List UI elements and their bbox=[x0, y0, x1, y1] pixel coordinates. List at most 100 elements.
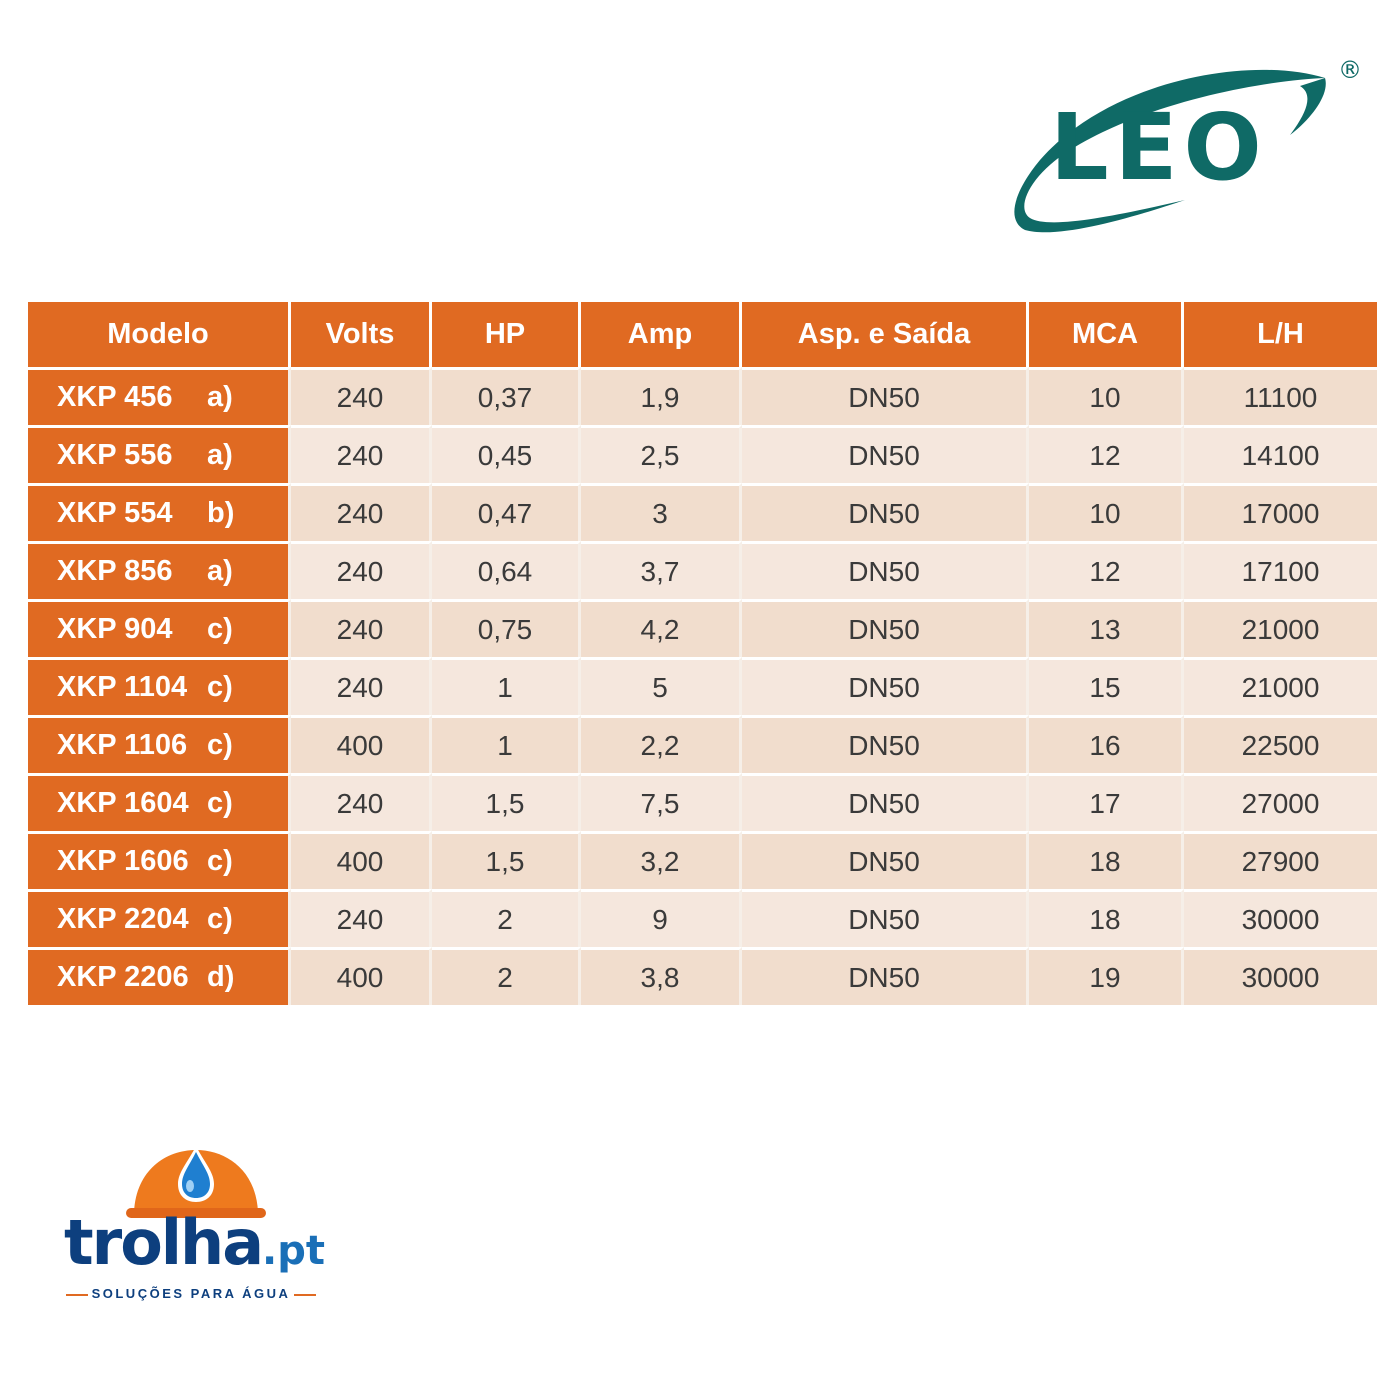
leo-swoosh-icon bbox=[1014, 69, 1326, 233]
header-lh: L/H bbox=[1184, 302, 1377, 367]
table-header-row: Modelo Volts HP Amp Asp. e Saída MCA L/H bbox=[28, 302, 1377, 367]
amp-cell: 2,5 bbox=[581, 425, 742, 483]
model-cell: XKP 1604 c) bbox=[28, 773, 291, 831]
volts-cell: 240 bbox=[291, 889, 432, 947]
model-name: XKP 1606 bbox=[57, 845, 189, 877]
table-row: XKP 1604 c) 240 1,5 7,5 DN50 17 27000 bbox=[28, 773, 1377, 831]
port-cell: DN50 bbox=[742, 889, 1029, 947]
mca-cell: 19 bbox=[1029, 947, 1184, 1005]
hp-cell: 0,64 bbox=[432, 541, 581, 599]
port-cell: DN50 bbox=[742, 483, 1029, 541]
hp-cell: 1 bbox=[432, 715, 581, 773]
port-cell: DN50 bbox=[742, 425, 1029, 483]
spec-table: Modelo Volts HP Amp Asp. e Saída MCA L/H… bbox=[28, 302, 1377, 1005]
model-variant: a) bbox=[207, 555, 233, 587]
hp-cell: 0,47 bbox=[432, 483, 581, 541]
model-name: XKP 1604 bbox=[57, 787, 189, 819]
lh-cell: 30000 bbox=[1184, 947, 1377, 1005]
hp-cell: 1 bbox=[432, 657, 581, 715]
table-row: XKP 856 a) 240 0,64 3,7 DN50 12 17100 bbox=[28, 541, 1377, 599]
hp-cell: 1,5 bbox=[432, 773, 581, 831]
table-row: XKP 554 b) 240 0,47 3 DN50 10 17000 bbox=[28, 483, 1377, 541]
volts-cell: 240 bbox=[291, 599, 432, 657]
model-cell: XKP 456 a) bbox=[28, 367, 291, 425]
trolha-logo: trolha.pt SOLUÇÕES PARA ÁGUA bbox=[60, 1140, 340, 1310]
registered-mark: ® bbox=[1338, 56, 1362, 84]
port-cell: DN50 bbox=[742, 599, 1029, 657]
volts-cell: 240 bbox=[291, 541, 432, 599]
trolha-domain: .pt bbox=[262, 1228, 325, 1274]
amp-cell: 2,2 bbox=[581, 715, 742, 773]
model-variant: c) bbox=[207, 613, 233, 645]
mca-cell: 13 bbox=[1029, 599, 1184, 657]
hp-cell: 0,75 bbox=[432, 599, 581, 657]
lh-cell: 22500 bbox=[1184, 715, 1377, 773]
tagline-text: SOLUÇÕES PARA ÁGUA bbox=[91, 1286, 291, 1301]
lh-cell: 17000 bbox=[1184, 483, 1377, 541]
model-variant: a) bbox=[207, 381, 233, 413]
amp-cell: 3,7 bbox=[581, 541, 742, 599]
model-cell: XKP 1606 c) bbox=[28, 831, 291, 889]
volts-cell: 240 bbox=[291, 483, 432, 541]
tagline-rule-right bbox=[294, 1293, 317, 1296]
mca-cell: 10 bbox=[1029, 483, 1184, 541]
port-cell: DN50 bbox=[742, 541, 1029, 599]
header-modelo: Modelo bbox=[28, 302, 291, 367]
model-cell: XKP 856 a) bbox=[28, 541, 291, 599]
model-name: XKP 1106 bbox=[57, 729, 188, 761]
mca-cell: 17 bbox=[1029, 773, 1184, 831]
lh-cell: 30000 bbox=[1184, 889, 1377, 947]
model-name: XKP 1104 bbox=[57, 671, 188, 703]
port-cell: DN50 bbox=[742, 715, 1029, 773]
port-cell: DN50 bbox=[742, 947, 1029, 1005]
model-name: XKP 456 bbox=[57, 381, 173, 413]
model-variant: c) bbox=[207, 787, 233, 819]
hp-cell: 1,5 bbox=[432, 831, 581, 889]
model-variant: c) bbox=[207, 903, 233, 935]
trolha-tagline: SOLUÇÕES PARA ÁGUA bbox=[60, 1286, 322, 1301]
mca-cell: 10 bbox=[1029, 367, 1184, 425]
table-row: XKP 2206 d) 400 2 3,8 DN50 19 30000 bbox=[28, 947, 1377, 1005]
lh-cell: 11100 bbox=[1184, 367, 1377, 425]
model-variant: c) bbox=[207, 845, 233, 877]
model-variant: b) bbox=[207, 497, 235, 529]
lh-cell: 21000 bbox=[1184, 657, 1377, 715]
hp-cell: 2 bbox=[432, 889, 581, 947]
mca-cell: 12 bbox=[1029, 541, 1184, 599]
model-name: XKP 2204 bbox=[57, 903, 189, 935]
model-name: XKP 554 bbox=[57, 497, 173, 529]
hp-cell: 2 bbox=[432, 947, 581, 1005]
amp-cell: 9 bbox=[581, 889, 742, 947]
model-name: XKP 556 bbox=[57, 439, 173, 471]
lh-cell: 17100 bbox=[1184, 541, 1377, 599]
leo-logo: LEO ® bbox=[1000, 50, 1370, 240]
model-cell: XKP 556 a) bbox=[28, 425, 291, 483]
model-name: XKP 904 bbox=[57, 613, 173, 645]
model-name: XKP 856 bbox=[57, 555, 173, 587]
port-cell: DN50 bbox=[742, 367, 1029, 425]
model-name: XKP 2206 bbox=[57, 961, 189, 993]
mca-cell: 15 bbox=[1029, 657, 1184, 715]
model-cell: XKP 2204 c) bbox=[28, 889, 291, 947]
hp-cell: 0,37 bbox=[432, 367, 581, 425]
model-variant: d) bbox=[207, 961, 235, 993]
model-cell: XKP 904 c) bbox=[28, 599, 291, 657]
port-cell: DN50 bbox=[742, 657, 1029, 715]
trolha-word: trolha bbox=[64, 1206, 264, 1279]
header-asp-saida: Asp. e Saída bbox=[742, 302, 1029, 367]
amp-cell: 3,2 bbox=[581, 831, 742, 889]
amp-cell: 3 bbox=[581, 483, 742, 541]
model-variant: c) bbox=[207, 729, 233, 761]
model-cell: XKP 2206 d) bbox=[28, 947, 291, 1005]
table-row: XKP 1606 c) 400 1,5 3,2 DN50 18 27900 bbox=[28, 831, 1377, 889]
lh-cell: 27900 bbox=[1184, 831, 1377, 889]
table-row: XKP 456 a) 240 0,37 1,9 DN50 10 11100 bbox=[28, 367, 1377, 425]
lh-cell: 21000 bbox=[1184, 599, 1377, 657]
volts-cell: 400 bbox=[291, 947, 432, 1005]
table-row: XKP 1104 c) 240 1 5 DN50 15 21000 bbox=[28, 657, 1377, 715]
amp-cell: 7,5 bbox=[581, 773, 742, 831]
mca-cell: 18 bbox=[1029, 831, 1184, 889]
hp-cell: 0,45 bbox=[432, 425, 581, 483]
leo-logo-text: LEO bbox=[1050, 94, 1268, 201]
mca-cell: 18 bbox=[1029, 889, 1184, 947]
